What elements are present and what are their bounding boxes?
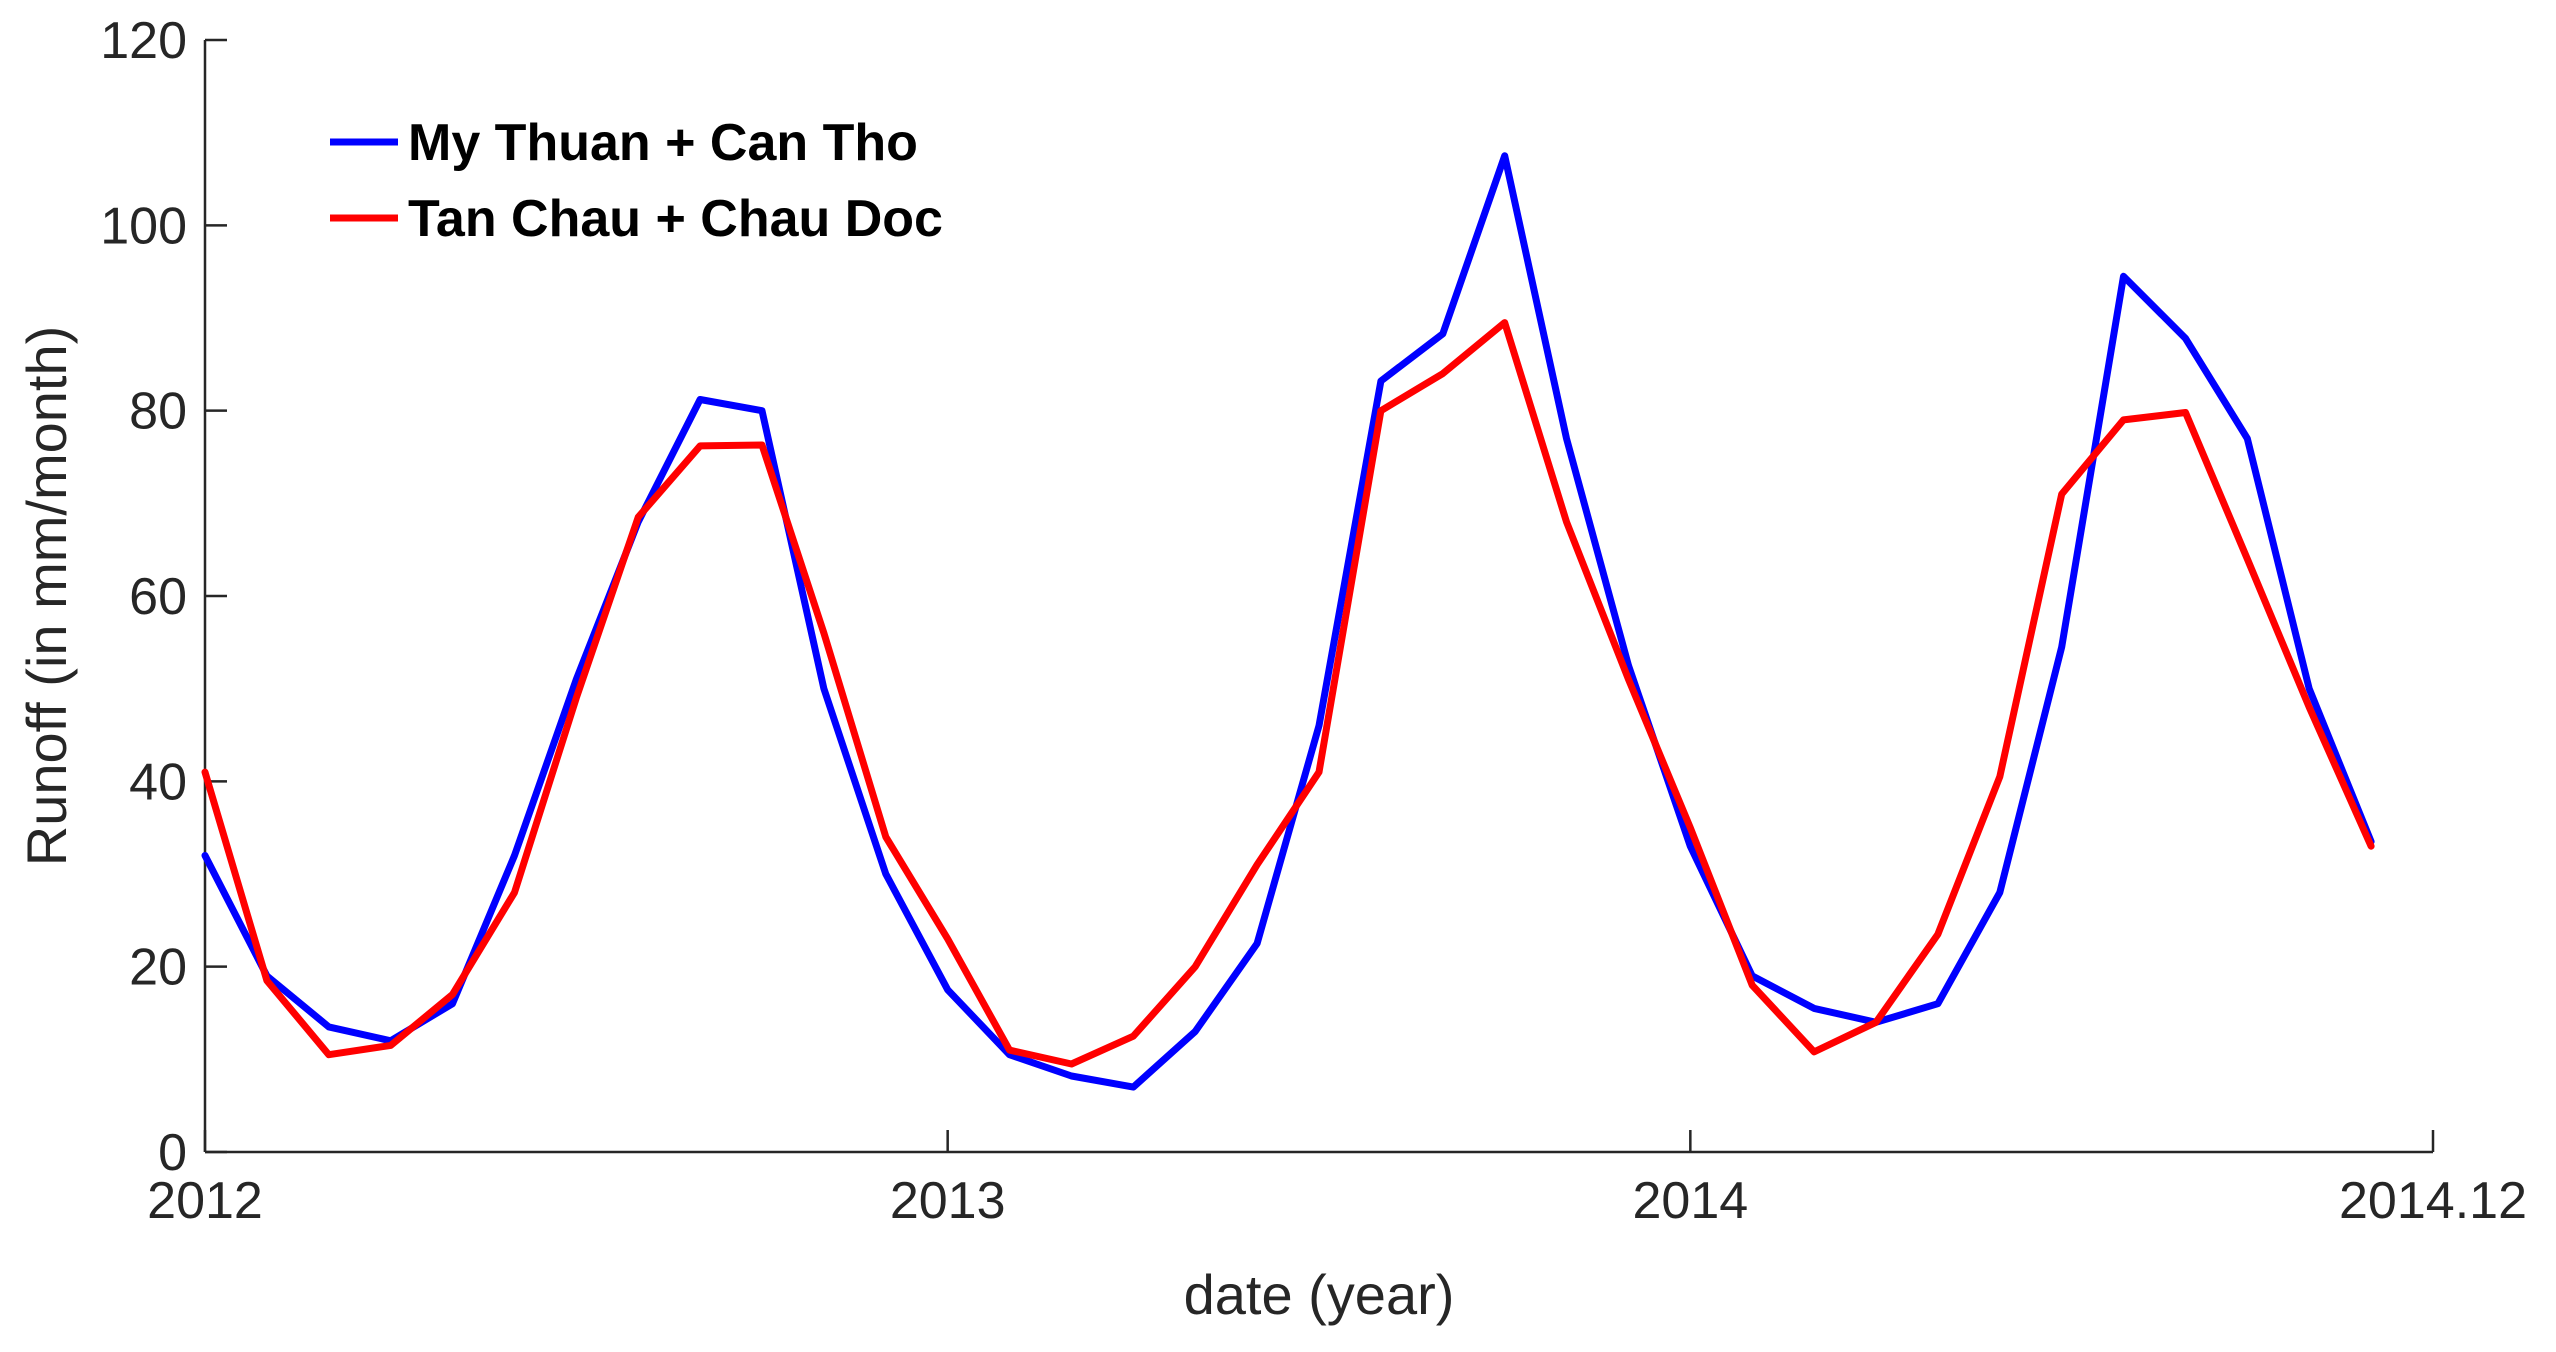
series-lines: [201, 152, 2375, 1091]
x-tick-label-2014-12: 2014.12: [2339, 1172, 2527, 1230]
legend: My Thuan + Can Tho Tan Chau + Chau Doc: [330, 114, 943, 248]
x-ticks: 2012 2013 2014 2014.12: [147, 1130, 2527, 1230]
x-tick-label-2013: 2013: [890, 1172, 1006, 1230]
y-tick-label-60: 60: [129, 568, 187, 626]
y-tick-label-100: 100: [100, 197, 187, 255]
y-tick-label-80: 80: [129, 383, 187, 441]
x-tick-label-2014: 2014: [1632, 1172, 1748, 1230]
y-tick-label-0: 0: [158, 1124, 187, 1182]
legend-entry-tan-chau-chau-doc: Tan Chau + Chau Doc: [408, 190, 943, 248]
y-tick-label-20: 20: [129, 939, 187, 997]
x-axis-label: date (year): [1184, 1263, 1455, 1326]
series-line-tan-chau-chau-doc: [201, 319, 2375, 1068]
series-line-my-thuan-can-tho: [201, 152, 2375, 1091]
y-axis-label: Runoff (in mm/month): [15, 326, 78, 866]
legend-entry-my-thuan-can-tho: My Thuan + Can Tho: [408, 114, 918, 172]
y-tick-label-120: 120: [100, 12, 187, 70]
y-ticks: 0 20 40 60 80 100 120: [100, 12, 227, 1182]
x-tick-label-2012: 2012: [147, 1172, 263, 1230]
y-tick-label-40: 40: [129, 753, 187, 811]
